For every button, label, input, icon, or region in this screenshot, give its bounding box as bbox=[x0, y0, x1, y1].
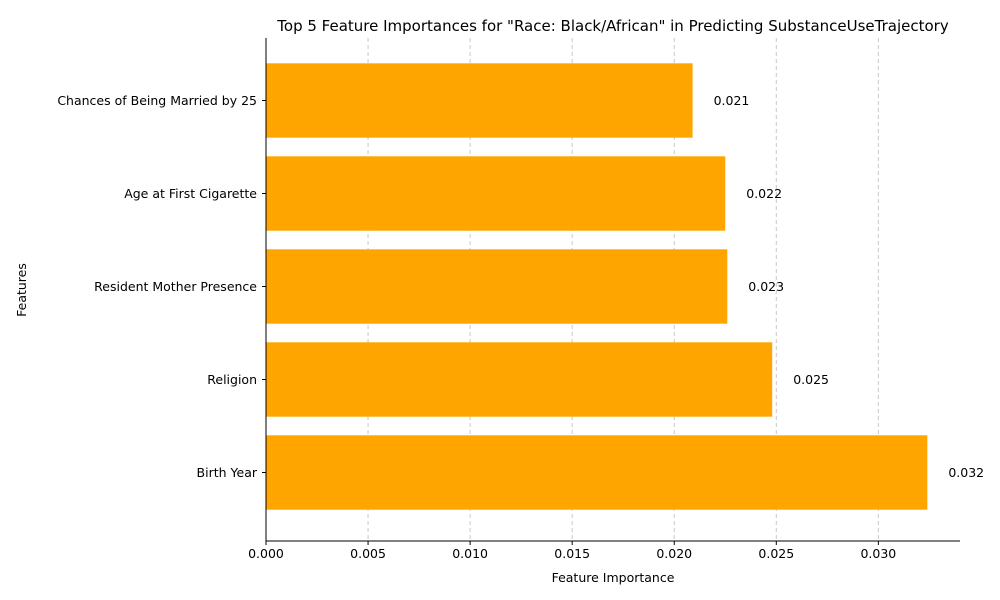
bar bbox=[266, 156, 726, 231]
bar bbox=[266, 249, 728, 324]
value-label: 0.022 bbox=[746, 186, 782, 201]
x-tick-label: 0.020 bbox=[656, 546, 692, 561]
bars bbox=[266, 63, 928, 510]
x-tick-label: 0.025 bbox=[758, 546, 794, 561]
value-label: 0.021 bbox=[714, 93, 750, 108]
y-tick-label: Chances of Being Married by 25 bbox=[57, 93, 257, 108]
value-label: 0.023 bbox=[748, 279, 784, 294]
value-labels: 0.032 0.025 0.023 0.022 0.021 bbox=[714, 93, 985, 480]
chart-title: Top 5 Feature Importances for "Race: Bla… bbox=[276, 17, 949, 35]
value-label: 0.032 bbox=[948, 465, 984, 480]
x-tick-label: 0.030 bbox=[860, 546, 896, 561]
y-tick-label: Birth Year bbox=[197, 465, 258, 480]
x-tick-label: 0.010 bbox=[452, 546, 488, 561]
y-ticks: Birth Year Religion Resident Mother Presen… bbox=[57, 93, 266, 480]
x-tick-label: 0.000 bbox=[248, 546, 284, 561]
y-axis-label: Features bbox=[14, 263, 29, 317]
y-tick-label: Religion bbox=[207, 372, 257, 387]
value-label: 0.025 bbox=[793, 372, 829, 387]
x-tick-label: 0.015 bbox=[554, 546, 590, 561]
bar bbox=[266, 342, 773, 417]
axes bbox=[265, 38, 960, 542]
y-tick-label: Age at First Cigarette bbox=[124, 186, 257, 201]
x-axis-label: Feature Importance bbox=[552, 570, 675, 585]
x-ticks: 0.000 0.005 0.010 0.015 0.020 0.025 0.030 bbox=[248, 541, 896, 561]
bar bbox=[266, 63, 693, 138]
x-tick-label: 0.005 bbox=[350, 546, 386, 561]
y-tick-label: Resident Mother Presence bbox=[94, 279, 257, 294]
bar bbox=[266, 435, 928, 510]
